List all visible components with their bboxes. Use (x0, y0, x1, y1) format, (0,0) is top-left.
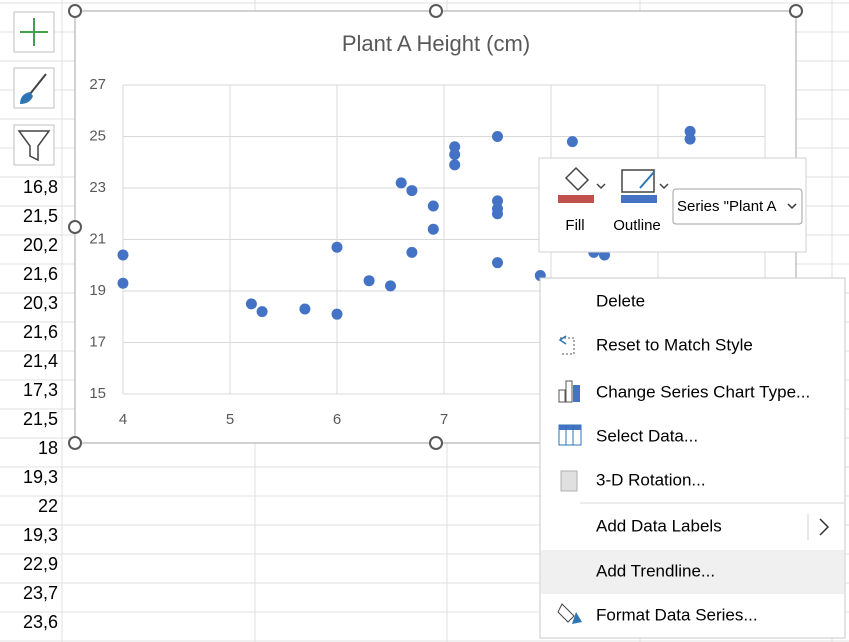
cell-value: 21,6 (23, 322, 58, 342)
y-tick-label: 21 (89, 230, 106, 247)
menu-items: Delete Reset to Match Style Change Series … (596, 291, 810, 624)
data-point[interactable] (406, 185, 418, 197)
chart-title: Plant A Height (cm) (342, 31, 530, 56)
menu-item[interactable]: Change Series Chart Type... (596, 382, 810, 401)
cell-value: 23,6 (23, 612, 58, 632)
data-point[interactable] (385, 280, 396, 292)
cell-value: 23,7 (23, 583, 58, 603)
y-tick-label: 17 (89, 333, 106, 350)
menu-item[interactable]: Format Data Series... (596, 605, 758, 624)
y-tick-label: 15 (89, 385, 106, 402)
series-dropdown-text: Series "Plant A (677, 198, 777, 215)
data-point[interactable] (566, 136, 578, 148)
menu-item[interactable]: Add Data Labels (596, 516, 722, 535)
fill-label: Fill (565, 217, 584, 234)
y-tick-label: 27 (89, 76, 106, 93)
x-tick-label: 4 (119, 411, 127, 428)
outline-button[interactable]: Outline (613, 169, 669, 234)
data-point[interactable] (427, 223, 439, 235)
data-point[interactable] (331, 241, 343, 253)
chart-filters-button[interactable] (13, 124, 55, 166)
x-tick-label: 5 (226, 411, 234, 428)
data-point[interactable] (331, 308, 343, 320)
data-point[interactable] (492, 257, 503, 269)
data-point[interactable] (299, 303, 311, 315)
data-point[interactable] (117, 277, 129, 289)
data-point[interactable] (363, 275, 375, 287)
cell-value: 21,4 (23, 351, 58, 371)
cell-value: 19,3 (23, 467, 58, 487)
outline-label: Outline (613, 217, 661, 234)
menu-item[interactable]: Select Data... (596, 426, 698, 445)
cell-column: 16,8 21,5 20,2 21,6 20,3 21,6 21,4 17,3 21,5 18 19… (23, 177, 58, 632)
cell-value: 19,3 (23, 525, 58, 545)
menu-item: 3-D Rotation... (596, 470, 706, 489)
data-point[interactable] (492, 131, 503, 142)
data-point[interactable] (449, 149, 461, 161)
cell-value: 16,8 (23, 177, 58, 197)
cell-value: 18 (38, 438, 58, 458)
cell-value: 20,3 (23, 293, 58, 313)
data-point[interactable] (406, 246, 418, 258)
context-menu: Delete Reset to Match Style Change Series … (539, 277, 846, 639)
menu-hover (541, 550, 844, 594)
cell-value: 21,6 (23, 264, 58, 284)
chart-styles-button[interactable] (13, 67, 55, 109)
data-point[interactable] (684, 133, 696, 145)
y-tick-label: 19 (89, 282, 106, 299)
fill-button[interactable]: Fill (558, 166, 606, 234)
series-dropdown[interactable]: Series "Plant A (672, 188, 803, 225)
data-point[interactable] (117, 249, 129, 261)
cell-value: 20,2 (23, 235, 58, 255)
data-point[interactable] (492, 208, 503, 220)
y-tick-label: 23 (89, 179, 106, 196)
cell-value: 22,9 (23, 554, 58, 574)
menu-item[interactable]: Reset to Match Style (596, 335, 753, 354)
data-point[interactable] (256, 306, 268, 318)
x-tick-label: 7 (440, 411, 448, 428)
format-toolbar: Fill Outline Series "Plant A (538, 157, 807, 253)
data-point[interactable] (492, 195, 503, 207)
menu-item[interactable]: Add Trendline... (596, 561, 715, 580)
data-point[interactable] (427, 200, 439, 212)
data-point[interactable] (449, 141, 461, 153)
menu-icons (557, 335, 830, 624)
x-tick-label: 6 (333, 411, 341, 428)
chart-elements-button[interactable] (13, 11, 55, 53)
cell-value: 21,5 (23, 206, 58, 226)
y-tick-label: 25 (89, 127, 106, 144)
cell-value: 21,5 (23, 409, 58, 429)
menu-item[interactable]: Delete (596, 291, 645, 310)
cell-value: 22 (38, 496, 58, 516)
data-point[interactable] (684, 125, 696, 137)
cell-value: 17,3 (23, 380, 58, 400)
data-point[interactable] (449, 159, 461, 171)
data-point[interactable] (395, 177, 407, 189)
data-point[interactable] (245, 298, 257, 310)
